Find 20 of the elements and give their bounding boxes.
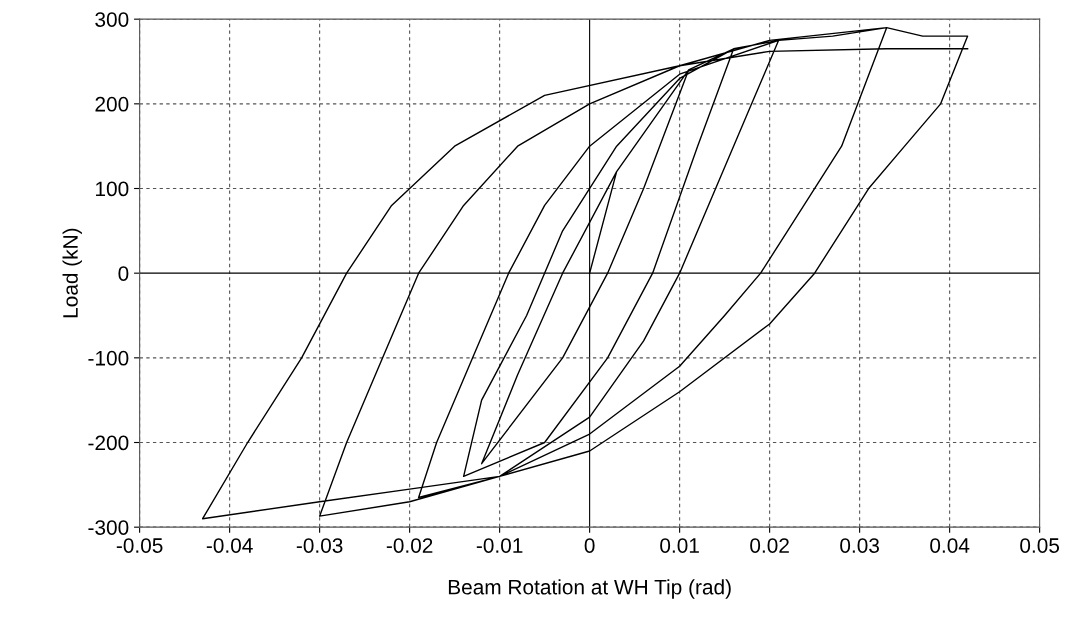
y-tick-label: 200 xyxy=(95,96,129,112)
x-tick-label: -0.04 xyxy=(206,538,253,553)
y-tick-label: -100 xyxy=(88,350,129,366)
y-tick-label: -300 xyxy=(88,520,129,535)
x-tick-label: 0.04 xyxy=(930,538,970,553)
y-axis-title: Load (kN) xyxy=(62,228,82,318)
x-tick-label: -0.01 xyxy=(476,538,523,553)
y-tick-label: 0 xyxy=(118,266,129,281)
y-tick-label: 100 xyxy=(96,181,129,197)
x-tick-label: -0.05 xyxy=(116,538,163,553)
y-tick-label: -200 xyxy=(88,435,129,451)
x-tick-label: -0.02 xyxy=(386,538,433,553)
y-tick-label: 300 xyxy=(95,12,129,27)
x-tick-label: 0.02 xyxy=(750,538,789,553)
x-tick-label: 0.05 xyxy=(1020,538,1060,553)
x-tick-label: 0 xyxy=(584,538,595,553)
x-tick-label: 0.03 xyxy=(840,538,879,553)
x-axis-title: Beam Rotation at WH Tip (rad) xyxy=(448,579,731,599)
x-tick-label: 0.01 xyxy=(660,538,699,553)
x-tick-label: -0.03 xyxy=(296,538,343,553)
